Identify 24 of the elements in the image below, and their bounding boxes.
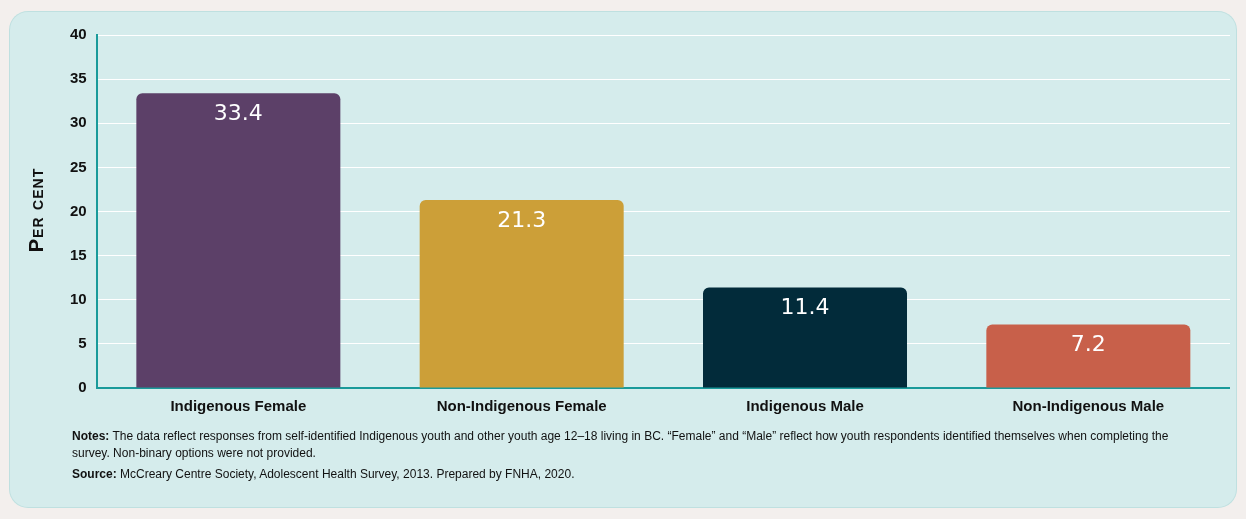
data-label: 33.4: [213, 99, 263, 125]
y-tick-label: 15: [70, 245, 87, 263]
x-tick-label: Non-Indigenous Female: [436, 397, 607, 415]
x-tick-label: Indigenous Male: [746, 397, 864, 415]
bar: [986, 324, 1191, 388]
y-tick-label: 0: [78, 378, 87, 396]
y-tick-label: 35: [70, 69, 87, 87]
bar: [419, 200, 624, 388]
y-axis-title: Per cent: [24, 167, 48, 253]
y-tick-label: 20: [70, 201, 87, 219]
data-label: 7.2: [1070, 331, 1106, 357]
y-tick-label: 5: [78, 334, 87, 352]
x-tick-label: Indigenous Female: [170, 397, 307, 415]
bar: [703, 287, 908, 388]
y-tick-label: 30: [70, 113, 87, 131]
data-label: 21.3: [497, 206, 547, 232]
x-tick-label: Non-Indigenous Male: [1012, 397, 1165, 415]
source-note: Source: McCreary Centre Society, Adolescent Health Survey, 2013. Prepared by FNHA, 2020.: [72, 466, 576, 483]
y-tick-label: 25: [70, 157, 87, 175]
data-label: 11.4: [780, 294, 830, 320]
text: Notes: The data reflect responses from self-identified Indigenous youth and other youth age 12–18 living in BC. “Female” and “Male” reflect how youth respondents identified themselves when completing the survey. Non-binary options were not provided.: [72, 428, 1170, 462]
y-tick-label: 10: [70, 289, 87, 307]
y-tick-label: 40: [70, 25, 87, 43]
bar: [136, 93, 341, 388]
